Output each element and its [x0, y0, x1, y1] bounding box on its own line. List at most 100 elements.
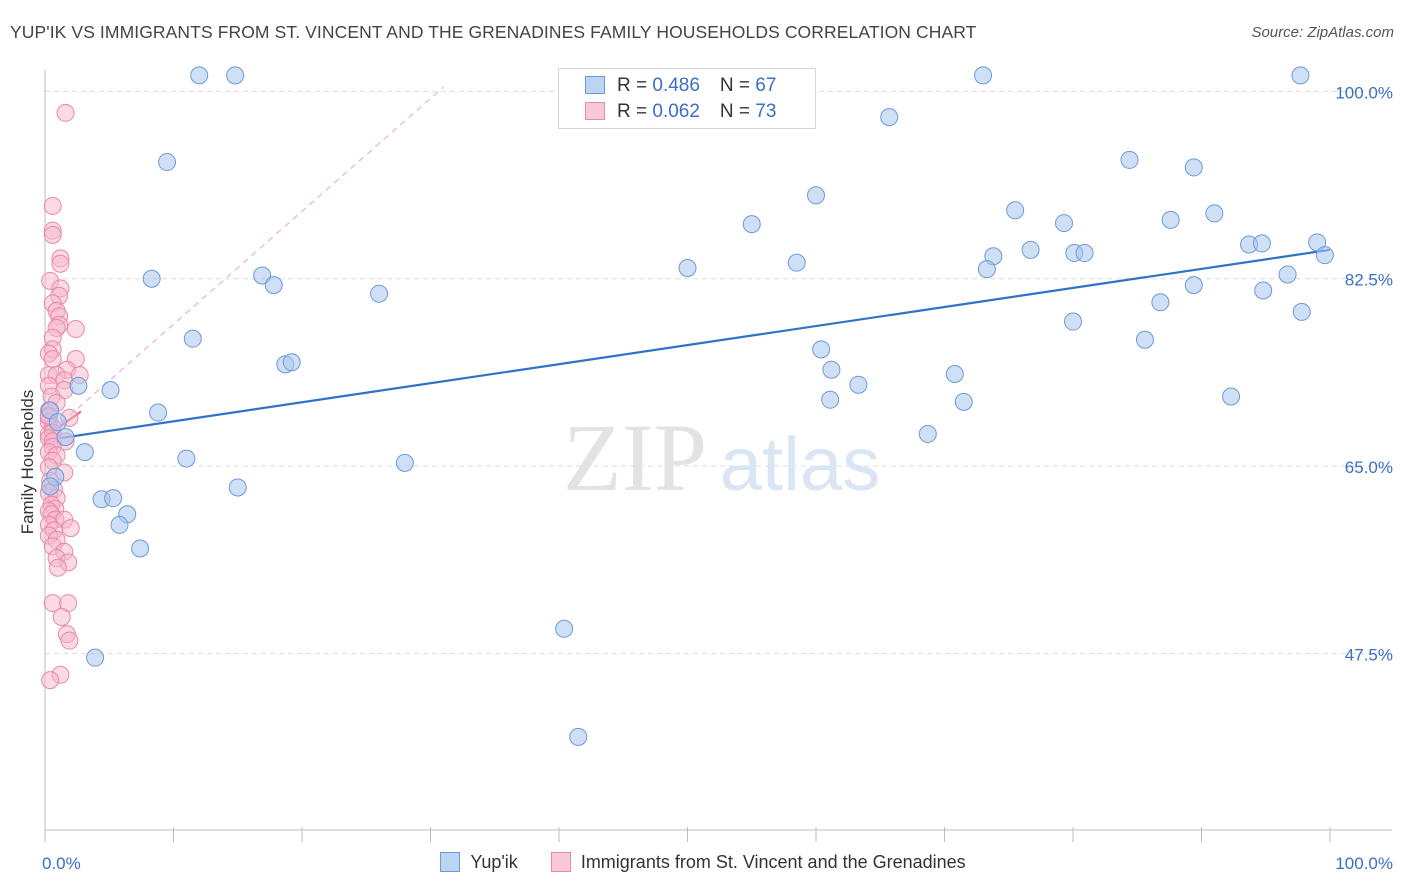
point-immigrants [43, 225, 62, 244]
point-yupik [1006, 201, 1025, 220]
point-yupik [569, 727, 588, 746]
bottom-legend-swatch-pink [550, 852, 571, 872]
watermark-atlas: atlas [720, 422, 881, 507]
x-tick-labels: 0.0% 100.0% [42, 854, 1393, 873]
legend-row-immigrants: R = 0.062 N = 73 [585, 101, 776, 123]
point-yupik [69, 376, 88, 395]
point-yupik [370, 284, 389, 303]
point-yupik [282, 353, 301, 372]
point-yupik [1222, 387, 1241, 406]
point-yupik [41, 477, 60, 496]
bottom-legend-label: Immigrants from St. Vincent and the Gren… [580, 852, 966, 872]
bottom-legend: Yup'ik Immigrants from St. Vincent and t… [0, 852, 1406, 873]
point-yupik [1278, 265, 1297, 284]
point-yupik [75, 443, 94, 462]
trendline-immigrants-extended [44, 86, 444, 438]
legend-swatch-blue [585, 76, 605, 94]
point-yupik [190, 66, 209, 85]
point-yupik [1292, 302, 1311, 321]
legend-n-label: N = [719, 101, 756, 122]
point-yupik [1021, 240, 1040, 259]
point-yupik [812, 340, 831, 359]
y-tick-label: 65.0% [1345, 458, 1393, 477]
point-immigrants [43, 196, 62, 215]
point-yupik [177, 449, 196, 468]
axes [44, 70, 1392, 842]
chart-title: YUP'IK VS IMMIGRANTS FROM ST. VINCENT AN… [10, 22, 977, 42]
legend-r-value: 0.486 [652, 75, 700, 96]
point-yupik [1151, 293, 1170, 312]
point-yupik [253, 266, 272, 285]
point-immigrants [66, 320, 85, 339]
point-yupik [977, 260, 996, 279]
point-yupik [945, 365, 964, 383]
point-yupik [56, 428, 75, 447]
point-yupik [807, 186, 825, 205]
y-tick-label: 100.0% [1335, 83, 1393, 102]
point-yupik [158, 153, 177, 172]
point-immigrants [48, 558, 67, 577]
legend-box: R = 0.486 N = 67 R = 0.062 N = 73 [558, 68, 816, 129]
point-yupik [1254, 281, 1273, 300]
y-axis-label: Family Households [18, 390, 37, 535]
y-tick-labels: 100.0% 82.5% 65.0% 47.5% [1335, 83, 1393, 664]
point-yupik [142, 269, 161, 288]
point-yupik [954, 392, 973, 411]
x-tick-label-min: 0.0% [42, 854, 81, 873]
point-yupik [1161, 210, 1180, 229]
bottom-legend-label: Yup'ik [470, 852, 518, 872]
point-yupik [1075, 244, 1094, 263]
bottom-legend-swatch-blue [440, 852, 461, 872]
point-yupik [1252, 234, 1271, 253]
y-tick-label: 82.5% [1345, 271, 1393, 290]
point-yupik [395, 453, 414, 472]
legend-r-label: R = [617, 101, 653, 122]
point-yupik [742, 215, 761, 234]
point-immigrants [56, 103, 75, 122]
point-yupik [1184, 276, 1203, 295]
point-yupik [104, 489, 123, 508]
point-yupik [264, 276, 283, 295]
point-yupik [183, 329, 202, 348]
legend-row-yupik: R = 0.486 N = 67 [585, 75, 776, 97]
point-yupik [787, 253, 806, 272]
point-yupik [849, 375, 868, 394]
legend-n-value: 73 [755, 101, 777, 122]
point-immigrants [61, 519, 80, 538]
point-yupik [101, 381, 120, 400]
legend-n-value: 67 [755, 75, 777, 96]
point-yupik [110, 515, 129, 534]
legend-n-label: N = [719, 75, 756, 96]
point-yupik [821, 390, 840, 409]
point-yupik [1291, 66, 1310, 85]
point-yupik [1055, 214, 1074, 233]
point-yupik [228, 478, 247, 497]
point-yupik [678, 259, 697, 278]
source-label: Source: ZipAtlas.com [1251, 24, 1394, 41]
point-immigrants [52, 607, 71, 626]
grid-lines [45, 90, 1392, 654]
point-immigrants [60, 631, 79, 650]
point-yupik [974, 66, 993, 85]
bottom-legend-immigrants: Immigrants from St. Vincent and the Gren… [550, 852, 966, 873]
point-immigrants [51, 254, 70, 273]
bottom-legend-yupik: Yup'ik [440, 852, 518, 873]
point-yupik [822, 360, 841, 379]
point-immigrants [43, 350, 62, 369]
legend-swatch-pink [585, 102, 605, 120]
point-yupik [555, 619, 574, 638]
series-immigrants-points [39, 103, 89, 690]
legend-r-value: 0.062 [652, 101, 700, 122]
point-yupik [918, 424, 937, 443]
point-yupik [226, 66, 245, 85]
point-yupik [86, 648, 105, 667]
legend-r-label: R = [617, 75, 653, 96]
watermark: ZIP atlas [563, 404, 880, 511]
point-yupik [1184, 158, 1203, 177]
point-yupik [131, 539, 150, 558]
trendline-yupik [44, 248, 1331, 442]
series-yupik-points [41, 66, 1334, 746]
point-yupik [1315, 246, 1334, 265]
point-yupik [1205, 204, 1224, 223]
